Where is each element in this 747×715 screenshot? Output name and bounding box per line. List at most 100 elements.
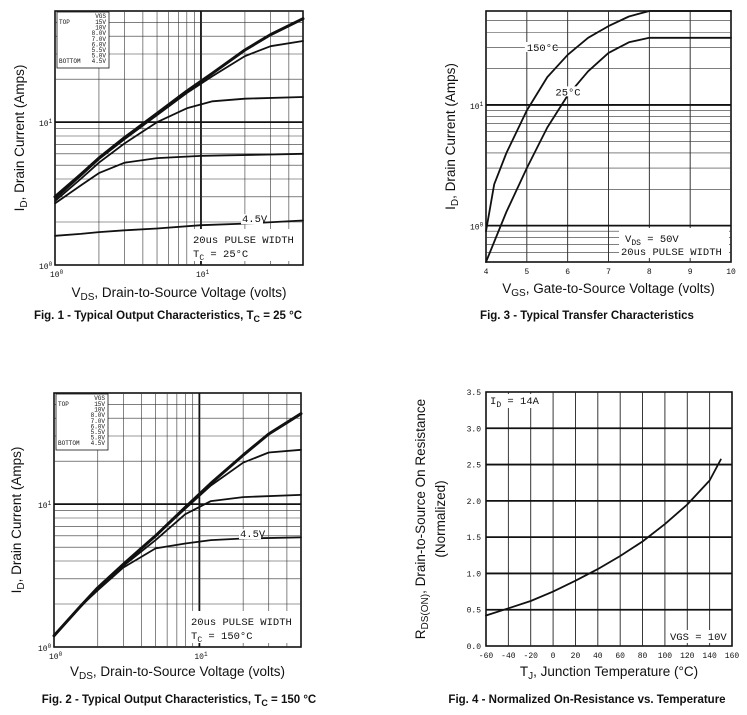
fig4-y-tick-label: 1.5: [467, 534, 482, 543]
fig3-vds-note-part: DS: [631, 239, 641, 248]
fig1-y-tick-exp: 0: [49, 261, 53, 268]
fig1-x-tick-exp: 0: [60, 269, 64, 276]
fig1-series-10V: [54, 40, 304, 200]
fig3-x-tick-label: 6: [565, 268, 570, 277]
fig2-x-tick-base: 10: [49, 653, 59, 662]
fig3-vds-note-part: V: [625, 234, 632, 246]
fig3-gridlines: [486, 11, 731, 262]
fig1-legend-bottom: BOTTOM: [59, 58, 81, 65]
fig4-y-axis-label-line2: (Normalized): [433, 480, 448, 557]
fig1-y-axis-label-part: I: [12, 208, 27, 212]
fig1-x-axis-label-part: DS: [81, 292, 95, 303]
fig1-legend-value: 5.0V: [92, 53, 107, 60]
fig4-x-tick-label: 20: [571, 652, 581, 661]
fig2-x-axis-label-part: DS: [79, 671, 93, 682]
fig4-x-tick-label: -60: [479, 652, 494, 661]
fig1-legend-top: TOP: [59, 19, 70, 26]
fig1-y-tick-base: 10: [39, 120, 49, 129]
fig1-series-55V: [54, 152, 304, 205]
fig1-y-axis-label: ID, Drain Current (Amps): [12, 65, 30, 212]
fig4-x-tick-label: 0: [551, 652, 556, 661]
fig3-label-25: 25°C: [555, 87, 580, 99]
fig1-series-70V: [54, 96, 304, 203]
fig4-x-axis-label-part: , Junction Temperature (°C): [533, 664, 698, 679]
fig2-legend-box: [55, 393, 109, 451]
fig3-x-tick-labels: 4 5 6 7 8 9 10: [484, 268, 736, 277]
fig1-series-45V: [54, 219, 304, 237]
fig1-pulse-note: 20us PULSE WIDTH: [193, 235, 294, 247]
fig3-y-tick-base: 10: [470, 224, 480, 233]
fig2-legend-value: 8.0V: [91, 412, 106, 419]
fig4-id-note: ID = 14A: [490, 396, 540, 410]
fig4-y-tick-labels: 0.0 0.5 1.0 1.5 2.0 2.5 3.0 3.5: [467, 389, 482, 652]
fig2-legend-value: 6.0V: [91, 423, 106, 430]
fig2-x-tick-label: 100: [49, 651, 63, 662]
fig3-y-axis-label-part: D: [450, 199, 461, 206]
fig3-series-150C: [485, 10, 732, 233]
fig1-temp-note: TC = 25°C: [193, 249, 248, 263]
fig4-y-tick-label: 1.0: [467, 570, 482, 579]
fig1-curve-label-bg: [241, 214, 263, 225]
fig1-legend-header: VGS: [95, 13, 106, 20]
fig1-y-tick-label: 101: [39, 118, 53, 129]
fig3-y-tick-labels: 100 101: [470, 101, 484, 233]
fig1-x-tick-label: 101: [196, 269, 210, 280]
fig4-id-note-part: D: [496, 401, 501, 410]
fig1-legend-value: 10V: [95, 25, 106, 32]
fig2-y-tick-exp: 1: [48, 500, 52, 507]
fig2-caption-part: C: [261, 698, 268, 708]
fig4-x-axis-label-part: T: [520, 664, 528, 679]
fig1-temp-note-part: = 25°C: [204, 249, 248, 261]
fig4-y-axis-label-part: , Drain-to-Source On Resistance: [413, 399, 428, 594]
fig4-vgs-note-bg: [668, 630, 728, 643]
fig4-x-tick-label: -40: [501, 652, 516, 661]
fig1-caption-part: = 25 °C: [260, 310, 302, 322]
fig1-x-tick-base: 10: [50, 271, 60, 280]
fig2-x-tick-exp: 0: [59, 651, 63, 658]
fig4-x-tick-label: 40: [593, 652, 603, 661]
fig3-pulse-note: 20us PULSE WIDTH: [621, 247, 722, 259]
fig1-legend-value: 7.0V: [92, 36, 107, 43]
fig2-caption: Fig. 2 - Typical Output Characteristics,…: [42, 694, 317, 708]
fig4-note-bg: [488, 394, 544, 408]
fig2-x-axis-label-part: V: [70, 664, 79, 679]
fig3-x-tick-label: 5: [524, 268, 529, 277]
fig2-y-tick-base: 10: [38, 502, 48, 511]
fig2-y-tick-label: 101: [38, 500, 52, 511]
fig2-temp-note-part: T: [191, 631, 197, 643]
fig4-id-note-part: I: [490, 396, 496, 408]
fig1-y-tick-label: 100: [39, 261, 53, 272]
fig3-y-axis-label-part: , Drain Current (Amps): [443, 63, 458, 199]
fig3-y-tick-exp: 0: [480, 222, 484, 229]
fig3-vds-note-part: = 50V: [641, 234, 680, 246]
fig4-y-axis-label-part: R: [413, 629, 428, 639]
fig4-x-tick-labels: -60 -40 -20 0 20 40 60 80 100 120 140 160: [479, 652, 740, 661]
fig1-x-axis-label-part: V: [71, 285, 80, 300]
fig4-y-tick-label: 2.0: [467, 498, 482, 507]
fig2-temp-note-part: C: [197, 636, 202, 645]
fig1-x-tick-exp: 1: [206, 269, 210, 276]
fig1-x-tick-label: 100: [50, 269, 64, 280]
fig1-gridlines: [55, 11, 303, 265]
fig3-y-tick-label: 101: [470, 101, 484, 112]
fig1-caption: Fig. 1 - Typical Output Characteristics,…: [34, 310, 302, 324]
fig2-caption-part: Fig. 2 - Typical Output Characteristics,…: [42, 694, 262, 706]
fig1-series: [53, 17, 305, 237]
fig1-x-axis-label-part: , Drain-to-Source Voltage (volts): [94, 285, 286, 300]
fig3-y-tick-exp: 1: [480, 101, 484, 108]
fig3-y-axis-label: ID, Drain Current (Amps): [443, 63, 461, 210]
fig3-x-tick-label: 4: [484, 268, 489, 277]
fig1-legend-value: 4.5V: [92, 58, 107, 65]
fig2-x-tick-labels: 100 101: [49, 651, 208, 662]
fig1-y-axis-label-part: , Drain Current (Amps): [12, 65, 27, 201]
fig4-chart: -60 -40 -20 0 20 40 60 80 100 120 140 160 0.0 0.5 1.0 1…: [413, 389, 739, 706]
fig4-y-tick-label: 0.5: [467, 607, 482, 616]
fig4-x-axis-label: TJ, Junction Temperature (°C): [520, 664, 698, 682]
fig4-x-tick-label: 160: [725, 652, 740, 661]
